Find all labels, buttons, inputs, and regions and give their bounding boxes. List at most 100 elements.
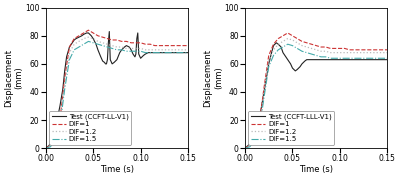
- DIF=1.2: [167, 49, 172, 51]
- DIF=1: [138, 42, 143, 44]
- DIF=1: [100, 36, 105, 38]
- DIF=1: [300, 40, 304, 43]
- DIF=1.2: [186, 49, 190, 51]
- DIF=1.2: [347, 52, 352, 54]
- DIF=1.2: [257, 126, 262, 128]
- DIF=1.2: [328, 52, 333, 54]
- DIF=1.2: [58, 122, 62, 124]
- DIF=1.2: [100, 42, 105, 44]
- DIF=1.2: [323, 50, 328, 52]
- Test (CCFT-LLL-V1): [309, 59, 314, 61]
- DIF=1.5: [48, 146, 53, 148]
- DIF=1.2: [262, 91, 266, 93]
- Test (CCFT-LLL-V1): [247, 143, 252, 145]
- DIF=1.5: [276, 49, 281, 51]
- Legend: Test (CCFT-LLL-V1), DIF=1, DIF=1.2, DIF=1.5: Test (CCFT-LLL-V1), DIF=1, DIF=1.2, DIF=…: [248, 111, 334, 145]
- DIF=1.2: [276, 43, 281, 45]
- DIF=1: [167, 44, 172, 47]
- Test (CCFT-LLL-V1): [271, 44, 276, 47]
- Test (CCFT-LLL-V1): [318, 59, 323, 61]
- Line: Test (CCFT-LL-V1): Test (CCFT-LL-V1): [46, 32, 188, 148]
- DIF=1: [58, 119, 62, 121]
- Test (CCFT-LLL-V1): [304, 59, 309, 61]
- DIF=1.2: [105, 43, 110, 45]
- Line: DIF=1.5: DIF=1.5: [245, 44, 387, 148]
- Test (CCFT-LLL-V1): [269, 52, 274, 54]
- DIF=1: [129, 42, 134, 44]
- DIF=1.2: [67, 52, 72, 54]
- DIF=1.5: [243, 147, 248, 149]
- DIF=1.5: [91, 42, 96, 44]
- Test (CCFT-LL-V1): [74, 38, 78, 40]
- DIF=1: [91, 32, 96, 34]
- DIF=1.5: [62, 88, 67, 90]
- Test (CCFT-LLL-V1): [371, 59, 376, 61]
- DIF=1.5: [347, 57, 352, 59]
- Test (CCFT-LLL-V1): [314, 59, 319, 61]
- DIF=1: [361, 49, 366, 51]
- DIF=1: [134, 42, 138, 44]
- DIF=1.5: [86, 40, 91, 43]
- DIF=1.2: [162, 49, 167, 51]
- Test (CCFT-LLL-V1): [266, 63, 271, 65]
- DIF=1: [243, 147, 248, 149]
- DIF=1.5: [300, 50, 304, 52]
- DIF=1: [105, 38, 110, 40]
- DIF=1.5: [271, 54, 276, 56]
- DIF=1: [114, 39, 119, 41]
- DIF=1.2: [72, 43, 76, 45]
- Test (CCFT-LL-V1): [43, 147, 48, 149]
- DIF=1.2: [290, 39, 295, 41]
- DIF=1.5: [366, 57, 371, 59]
- DIF=1.5: [309, 53, 314, 55]
- DIF=1.2: [157, 49, 162, 51]
- DIF=1: [352, 49, 356, 51]
- DIF=1: [162, 44, 167, 47]
- DIF=1: [323, 46, 328, 48]
- DIF=1.5: [304, 52, 309, 54]
- Test (CCFT-LLL-V1): [285, 59, 290, 61]
- DIF=1.2: [318, 50, 323, 52]
- DIF=1.5: [114, 49, 119, 51]
- DIF=1.2: [247, 144, 252, 146]
- DIF=1: [276, 38, 281, 40]
- DIF=1.2: [152, 49, 157, 51]
- Test (CCFT-LLL-V1): [290, 67, 295, 69]
- DIF=1.5: [172, 52, 176, 54]
- DIF=1.5: [295, 47, 300, 49]
- Test (CCFT-LLL-V1): [280, 52, 285, 54]
- DIF=1.2: [110, 44, 114, 47]
- DIF=1.2: [76, 40, 81, 43]
- Test (CCFT-LL-V1): [107, 30, 112, 33]
- Line: Test (CCFT-LLL-V1): Test (CCFT-LLL-V1): [245, 43, 387, 148]
- DIF=1.2: [243, 147, 248, 149]
- DIF=1.2: [352, 52, 356, 54]
- DIF=1.2: [338, 52, 342, 54]
- Test (CCFT-LLL-V1): [352, 59, 356, 61]
- DIF=1: [376, 49, 380, 51]
- DIF=1.5: [134, 50, 138, 52]
- Test (CCFT-LLL-V1): [307, 59, 312, 61]
- Line: DIF=1: DIF=1: [46, 30, 188, 148]
- DIF=1.5: [105, 46, 110, 48]
- DIF=1.5: [328, 57, 333, 59]
- Test (CCFT-LLL-V1): [288, 63, 293, 65]
- DIF=1: [96, 35, 100, 37]
- DIF=1: [333, 47, 338, 49]
- DIF=1: [176, 44, 181, 47]
- Y-axis label: Displacement
(mm): Displacement (mm): [4, 49, 24, 107]
- DIF=1: [314, 44, 319, 47]
- DIF=1.5: [385, 57, 390, 59]
- DIF=1: [371, 49, 376, 51]
- DIF=1.2: [62, 82, 67, 85]
- DIF=1: [110, 39, 114, 41]
- DIF=1.2: [86, 36, 91, 38]
- DIF=1.5: [181, 52, 186, 54]
- DIF=1.5: [76, 46, 81, 48]
- DIF=1.5: [257, 129, 262, 131]
- Test (CCFT-LL-V1): [186, 52, 190, 54]
- DIF=1.2: [148, 49, 152, 51]
- DIF=1: [67, 46, 72, 48]
- Line: DIF=1.2: DIF=1.2: [46, 37, 188, 148]
- DIF=1: [186, 44, 190, 47]
